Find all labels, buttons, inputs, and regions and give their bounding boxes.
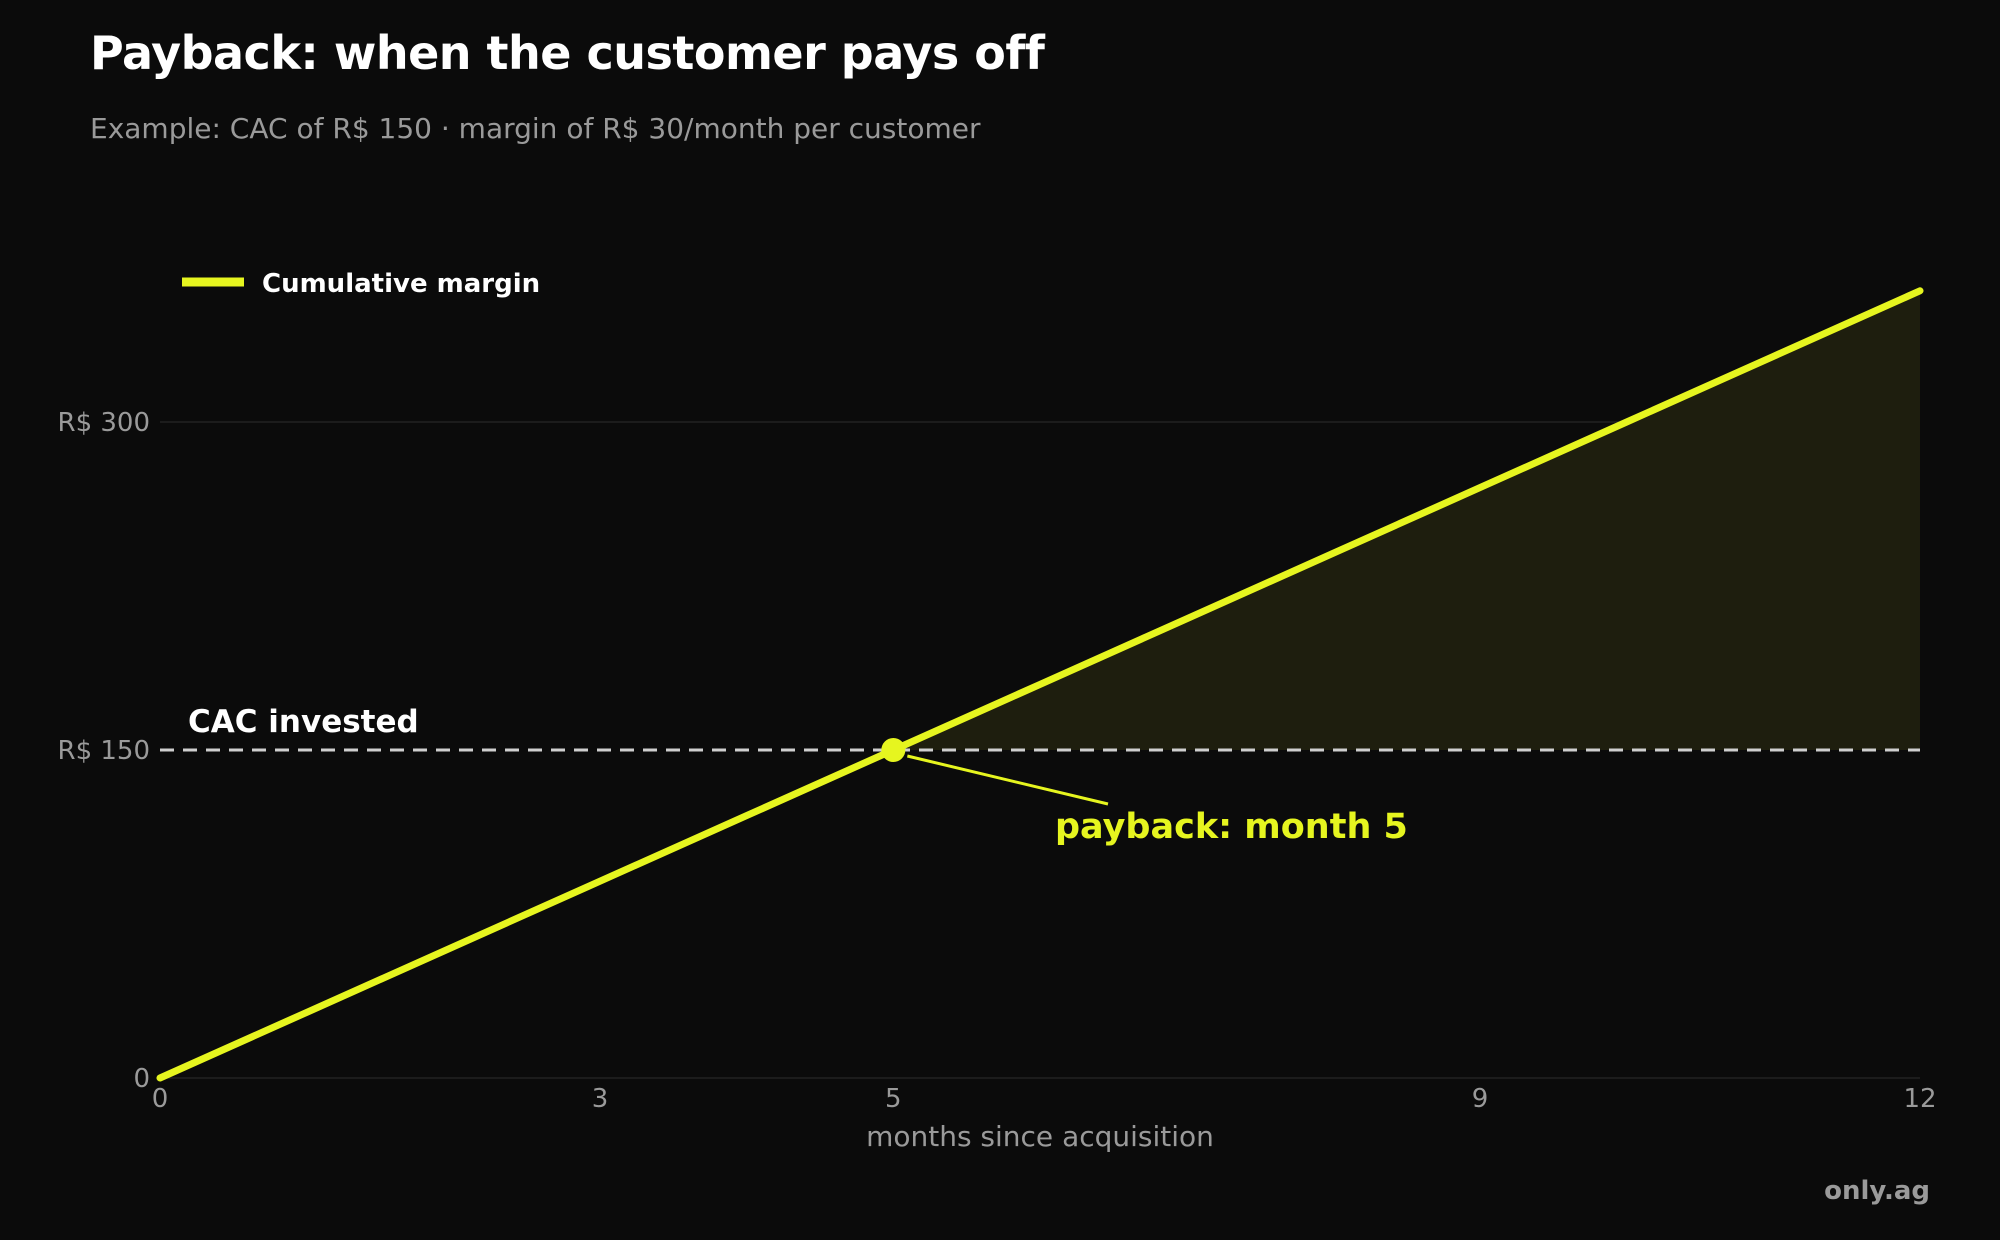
x-axis-label: months since acquisition	[866, 1120, 1214, 1153]
legend: Cumulative margin	[182, 269, 540, 299]
legend-label: Cumulative margin	[262, 269, 540, 299]
series-line-cumulative-margin	[156, 287, 1924, 1082]
brand-watermark: only.ag	[1824, 1176, 1930, 1206]
annotation-leader-line	[906, 754, 1109, 806]
y-tick-label: R$ 300	[58, 408, 151, 438]
chart-title: Payback: when the customer pays off	[90, 26, 1045, 80]
y-tick-label: 0	[133, 1064, 150, 1094]
cac-reference: CAC invested	[160, 704, 1920, 752]
cac-reference-label: CAC invested	[188, 704, 419, 740]
series-layer	[156, 287, 1924, 1082]
x-tick-label: 3	[592, 1084, 609, 1114]
x-tick-label: 12	[1903, 1084, 1936, 1114]
annotation-layer: payback: month 5	[881, 738, 1408, 847]
y-tick-label: R$ 150	[58, 736, 151, 766]
x-tick-label: 5	[885, 1084, 902, 1114]
axes: 0 R$ 150 R$ 300 0 3 5 9 12 months since acquisit…	[58, 408, 1937, 1153]
x-tick-label: 9	[1472, 1084, 1489, 1114]
payback-annotation-label: payback: month 5	[1055, 807, 1408, 847]
payback-point	[881, 738, 906, 762]
chart-subtitle: Example: CAC of R$ 150 · margin of R$ 30…	[90, 112, 981, 145]
x-tick-label: 0	[152, 1084, 169, 1114]
